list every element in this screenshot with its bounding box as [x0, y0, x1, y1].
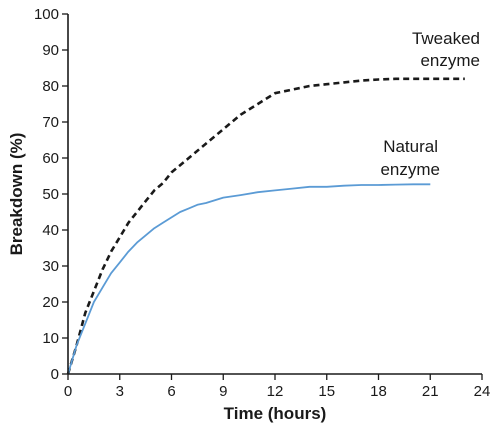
x-ticks: 0 3 6 9 12 15 18 21 24	[64, 374, 491, 400]
y-tick-label: 0	[51, 366, 59, 383]
x-tick-label: 18	[370, 383, 387, 400]
y-tick-label: 50	[42, 186, 59, 203]
natural-enzyme-label-line2: enzyme	[380, 160, 440, 179]
tweaked-enzyme-label-line2: enzyme	[420, 51, 480, 70]
y-tick-label: 100	[34, 6, 59, 23]
y-tick-label: 20	[42, 294, 59, 311]
y-tick-label: 30	[42, 258, 59, 275]
y-tick-label: 90	[42, 42, 59, 59]
y-tick-label: 60	[42, 150, 59, 167]
x-tick-label: 9	[219, 383, 227, 400]
y-tick-label: 10	[42, 330, 59, 347]
natural-enzyme-label-line1: Natural	[383, 137, 438, 156]
y-axis-title: Breakdown (%)	[7, 133, 26, 256]
y-tick-label: 70	[42, 114, 59, 131]
x-axis-title: Time (hours)	[224, 404, 327, 423]
x-tick-label: 6	[167, 383, 175, 400]
x-tick-label: 15	[318, 383, 335, 400]
y-tick-label: 40	[42, 222, 59, 239]
natural-enzyme-series-line	[67, 183, 431, 375]
tweaked-enzyme-label-line1: Tweaked	[412, 29, 480, 48]
x-tick-label: 0	[64, 383, 72, 400]
series-layer	[66, 77, 465, 375]
x-tick-label: 3	[116, 383, 124, 400]
y-tick-label: 80	[42, 78, 59, 95]
x-tick-label: 21	[422, 383, 439, 400]
tweaked-enzyme-series-line	[66, 77, 465, 375]
x-tick-label: 12	[267, 383, 284, 400]
y-ticks: 0 10 20 30 40 50 60 70 80 90 100	[34, 6, 68, 383]
x-tick-label: 24	[474, 383, 491, 400]
